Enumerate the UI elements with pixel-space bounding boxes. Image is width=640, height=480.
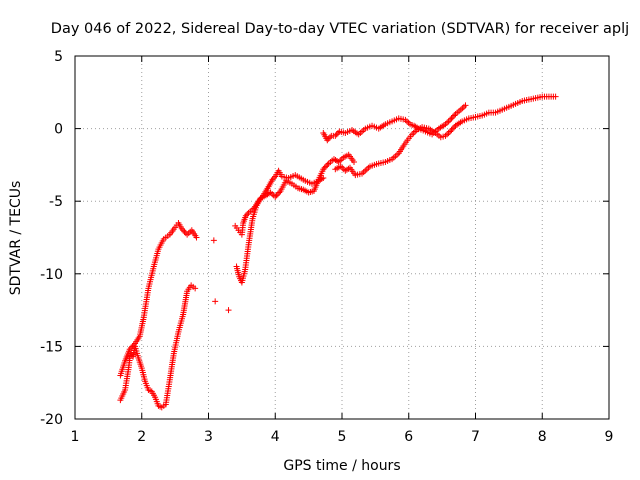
data-point: [451, 124, 458, 131]
data-point: [324, 137, 331, 144]
data-point: [181, 228, 188, 235]
data-point: [272, 193, 279, 200]
y-tick-label: -10: [40, 267, 63, 283]
data-point: [178, 225, 185, 232]
data-point: [180, 227, 187, 234]
series-isolated: [210, 237, 232, 314]
x-tick-label: 7: [471, 429, 480, 445]
data-point: [320, 174, 327, 181]
y-tick-label: -15: [40, 339, 63, 355]
data-point: [325, 135, 332, 142]
data-point: [448, 115, 455, 122]
data-point: [225, 307, 232, 314]
x-tick-label: 3: [204, 429, 213, 445]
data-point: [451, 112, 458, 119]
y-tick-label: 0: [54, 122, 63, 138]
data-point: [332, 132, 339, 139]
data-points: [117, 93, 559, 411]
y-tick-label: -20: [40, 412, 63, 428]
series-track-e: [320, 102, 469, 144]
data-point: [242, 212, 249, 219]
x-tick-label: 4: [271, 429, 280, 445]
x-axis-label: GPS time / hours: [283, 458, 400, 474]
data-point: [333, 131, 340, 138]
data-point: [244, 211, 251, 218]
data-point: [326, 134, 333, 141]
series-track-a: [117, 219, 200, 379]
data-point: [334, 129, 341, 136]
data-point: [276, 189, 283, 196]
x-tick-label: 6: [404, 429, 413, 445]
y-axis-label: SDTVAR / TECUs: [8, 181, 24, 296]
chart-title: Day 046 of 2022, Sidereal Day-to-day VTE…: [51, 21, 629, 37]
x-tick-label: 1: [71, 429, 80, 445]
data-point: [351, 158, 358, 165]
x-tick-label: 2: [137, 429, 146, 445]
data-point: [322, 163, 329, 170]
data-point: [320, 166, 327, 173]
data-point: [552, 93, 559, 100]
data-point: [448, 127, 455, 134]
x-tick-label: 5: [338, 429, 347, 445]
x-tick-label: 9: [605, 429, 614, 445]
data-point: [130, 341, 137, 348]
data-point: [449, 125, 456, 132]
data-point: [270, 174, 277, 181]
data-point: [126, 346, 133, 353]
data-point: [210, 237, 217, 244]
data-point: [269, 176, 276, 183]
tick-labels: 1 2 3 4 5 6 7 8 9 5 0 -5 -10 -15 -20: [40, 49, 613, 445]
data-point: [127, 350, 134, 357]
series-track-b: [117, 282, 199, 411]
data-point: [193, 234, 200, 241]
plot-frame: [74, 55, 610, 420]
series-track-f: [332, 93, 559, 179]
y-tick-label: 5: [54, 49, 63, 65]
data-point: [274, 190, 281, 197]
y-tick-label: -5: [49, 194, 63, 210]
data-point: [321, 164, 328, 171]
data-point: [128, 344, 135, 351]
data-point: [192, 285, 199, 292]
series-track-d: [233, 151, 358, 286]
data-point: [447, 128, 454, 135]
data-point: [324, 161, 331, 168]
data-point: [447, 116, 454, 123]
x-tick-label: 8: [538, 429, 547, 445]
data-point: [212, 298, 219, 305]
data-point: [449, 113, 456, 120]
data-point: [462, 102, 469, 109]
data-point: [273, 192, 280, 199]
